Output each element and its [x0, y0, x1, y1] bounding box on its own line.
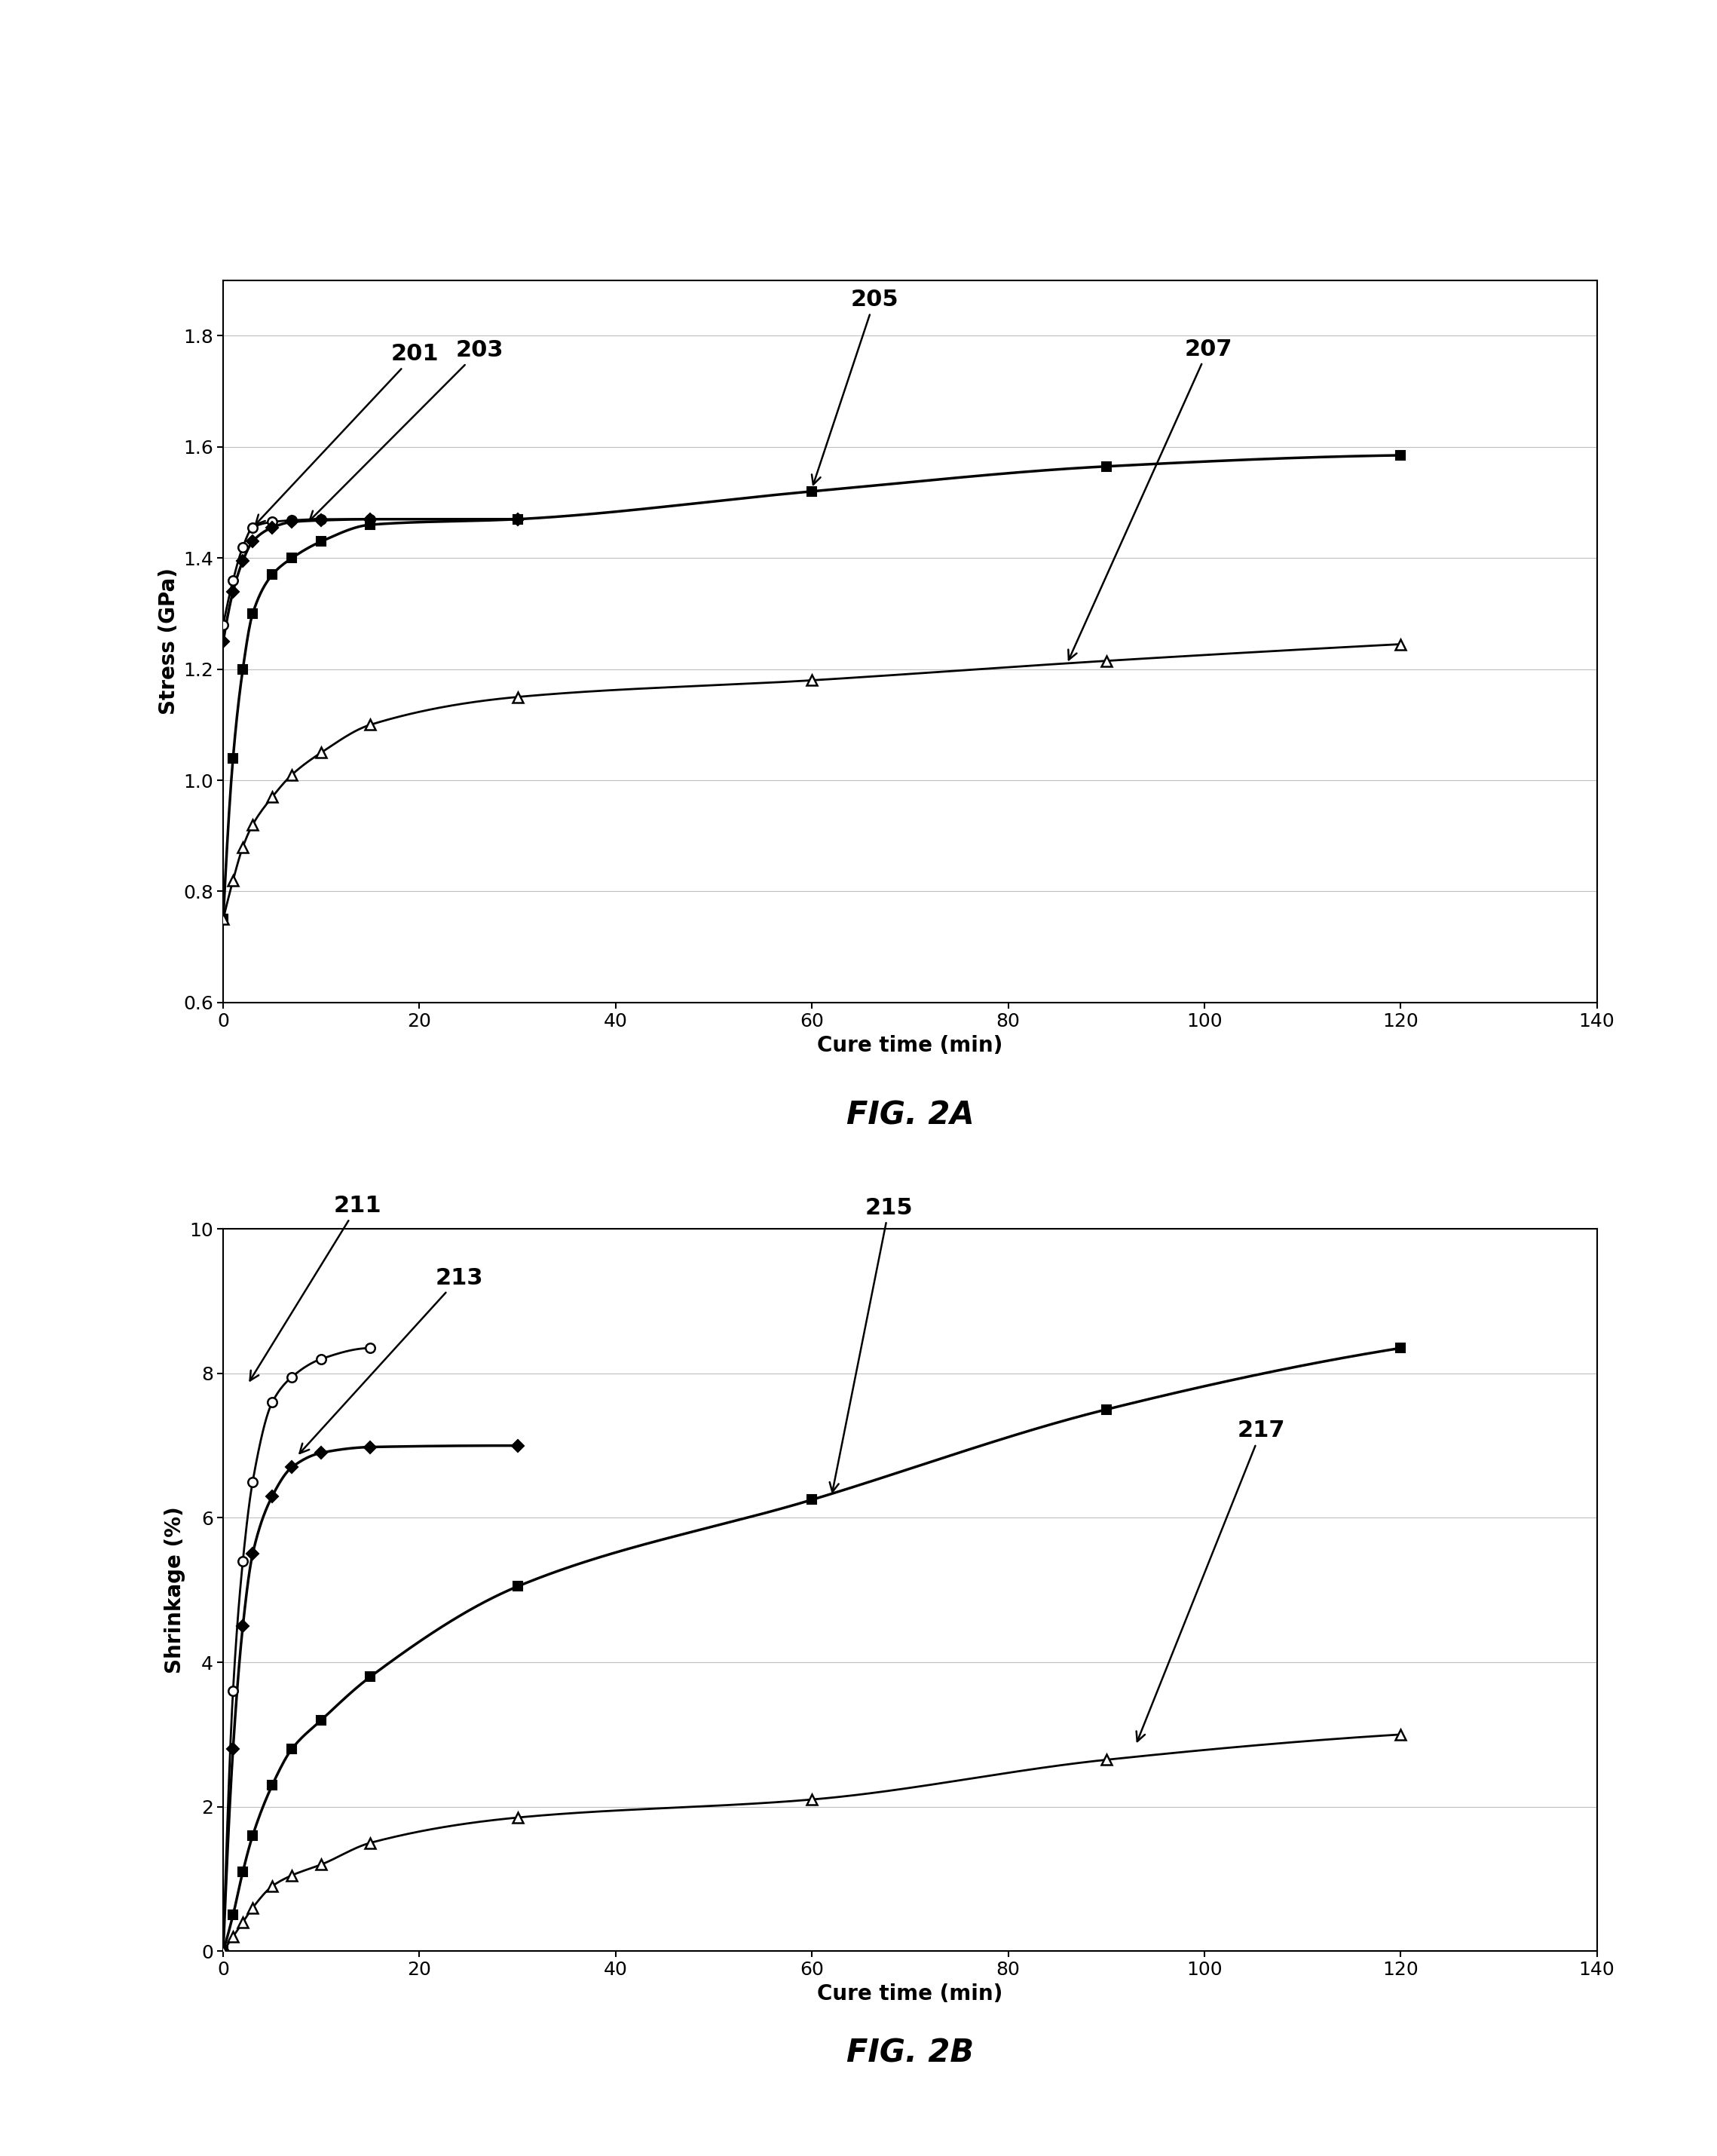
X-axis label: Cure time (min): Cure time (min) — [817, 1984, 1003, 2005]
Text: FIG. 2A: FIG. 2A — [846, 1100, 974, 1132]
Y-axis label: Shrinkage (%): Shrinkage (%) — [165, 1507, 185, 1673]
Text: FIG. 2B: FIG. 2B — [846, 2037, 974, 2070]
Text: 211: 211 — [251, 1194, 381, 1380]
Text: 207: 207 — [1068, 338, 1233, 660]
Text: 201: 201 — [256, 343, 440, 524]
Y-axis label: Stress (GPa): Stress (GPa) — [158, 567, 179, 716]
Text: 205: 205 — [812, 289, 898, 485]
Text: 203: 203 — [309, 338, 503, 520]
Text: 217: 217 — [1137, 1421, 1286, 1742]
Text: 213: 213 — [300, 1268, 482, 1453]
X-axis label: Cure time (min): Cure time (min) — [817, 1035, 1003, 1056]
Text: 215: 215 — [829, 1197, 913, 1492]
